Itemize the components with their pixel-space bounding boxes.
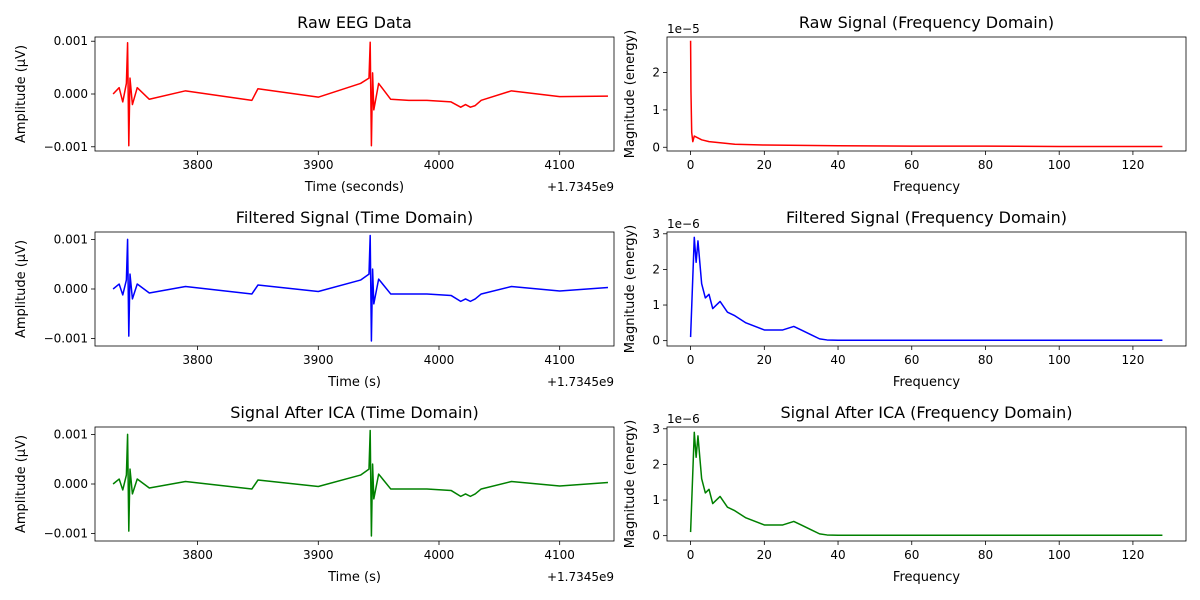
x-tick-label: 3900 (303, 353, 334, 367)
series-line-1 (112, 41, 608, 147)
y-axis-label: Amplitude (µV) (14, 435, 29, 533)
x-tick-label: 40 (830, 548, 845, 562)
subplot-1: 3800 3900 4000 4100 −0.001 0.000 0.001 Raw EEG … (14, 13, 615, 195)
x-tick-label: 80 (978, 353, 993, 367)
x-tick-label: 0 (687, 353, 695, 367)
x-tick-label: 0 (687, 158, 695, 172)
subplot-5: 3800 3900 4000 4100 −0.001 0.000 0.001 Signal A… (14, 403, 615, 585)
x-tick-label: 4100 (544, 158, 575, 172)
y-tick-label: 0.000 (54, 87, 88, 101)
x-axis-label: Time (s) (327, 570, 381, 585)
y-tick-label: −0.001 (44, 332, 88, 346)
series-line-1 (112, 234, 609, 342)
x-axis-label: Frequency (893, 375, 960, 390)
y-axis-label: Magnitude (energy) (623, 30, 638, 158)
y-tick-label: 0.001 (54, 34, 88, 48)
x-tick-label: 100 (1048, 548, 1071, 562)
x-tick-label: 40 (830, 353, 845, 367)
x-offset-label: +1.7345e9 (547, 570, 614, 584)
axes-frame (666, 36, 1187, 152)
y-tick-label: 1 (652, 298, 660, 312)
x-tick-label: 4000 (424, 353, 455, 367)
axes-frame (666, 231, 1187, 347)
x-axis-label: Frequency (893, 180, 960, 195)
x-tick-label: 60 (904, 158, 919, 172)
x-tick-label: 0 (687, 548, 695, 562)
series-line-1 (689, 431, 1163, 537)
y-tick-label: 2 (652, 457, 660, 471)
x-tick-label: 3900 (303, 548, 334, 562)
x-tick-label: 40 (830, 158, 845, 172)
y-tick-label: 0.000 (54, 477, 88, 491)
y-tick-label: 2 (652, 262, 660, 276)
y-tick-label: 2 (652, 66, 660, 80)
x-offset-label: +1.7345e9 (547, 375, 614, 389)
subplot-2: 0 20 40 60 80 100 120 0 1 2 Raw Signal (Frequency … (623, 13, 1187, 195)
x-axis-label: Frequency (893, 570, 960, 585)
axes-frame (666, 426, 1187, 542)
subplot-4: 0 20 40 60 80 100 120 0 1 2 3 Filtered Signal (Freq… (623, 208, 1187, 390)
x-offset-label: +1.7345e9 (547, 180, 614, 194)
y-multiplier-label: 1e−5 (667, 22, 700, 36)
series-line-1 (112, 429, 609, 537)
y-axis-label: Amplitude (µV) (14, 45, 29, 143)
x-tick-label: 80 (978, 158, 993, 172)
x-tick-label: 100 (1048, 353, 1071, 367)
x-tick-label: 120 (1121, 353, 1144, 367)
chart-title: Raw Signal (Frequency Domain) (799, 13, 1054, 32)
x-tick-label: 60 (904, 353, 919, 367)
x-tick-label: 20 (757, 548, 772, 562)
y-tick-label: 0 (652, 334, 660, 348)
chart-title: Signal After ICA (Time Domain) (230, 403, 478, 422)
y-tick-label: 3 (652, 227, 660, 241)
x-tick-label: 3900 (303, 158, 334, 172)
x-tick-label: 4000 (424, 548, 455, 562)
x-tick-label: 80 (978, 548, 993, 562)
x-tick-label: 3800 (182, 548, 213, 562)
x-tick-label: 4000 (424, 158, 455, 172)
subplot-3: 3800 3900 4000 4100 −0.001 0.000 0.001 Filtered… (14, 208, 615, 390)
chart-title: Filtered Signal (Time Domain) (236, 208, 473, 227)
x-tick-label: 4100 (544, 353, 575, 367)
y-tick-label: −0.001 (44, 140, 88, 154)
y-tick-label: −0.001 (44, 527, 88, 541)
x-tick-label: 120 (1121, 158, 1144, 172)
x-tick-label: 4100 (544, 548, 575, 562)
y-axis-label: Amplitude (µV) (14, 240, 29, 338)
y-tick-label: 0.001 (54, 427, 88, 441)
x-tick-label: 20 (757, 158, 772, 172)
x-tick-label: 20 (757, 353, 772, 367)
y-tick-label: 3 (652, 422, 660, 436)
x-tick-label: 100 (1048, 158, 1071, 172)
y-axis-label: Magnitude (energy) (623, 420, 638, 548)
x-tick-label: 3800 (182, 158, 213, 172)
y-tick-label: 0 (652, 529, 660, 543)
subplot-6: 0 20 40 60 80 100 120 0 1 2 3 Signal After ICA (Fre… (623, 403, 1187, 585)
chart-title: Filtered Signal (Frequency Domain) (786, 208, 1067, 227)
series-line-1 (689, 236, 1163, 342)
series-line-1 (689, 40, 1163, 148)
x-axis-label: Time (seconds) (304, 180, 404, 195)
chart-title: Signal After ICA (Frequency Domain) (781, 403, 1073, 422)
y-tick-label: 1 (652, 493, 660, 507)
y-tick-label: 0.001 (54, 232, 88, 246)
x-axis-label: Time (s) (327, 375, 381, 390)
x-tick-label: 3800 (182, 353, 213, 367)
chart-title: Raw EEG Data (297, 13, 412, 32)
y-tick-label: 0 (652, 140, 660, 154)
y-tick-label: 0.000 (54, 282, 88, 296)
y-axis-label: Magnitude (energy) (623, 225, 638, 353)
x-tick-label: 60 (904, 548, 919, 562)
y-multiplier-label: 1e−6 (667, 412, 700, 426)
x-tick-label: 120 (1121, 548, 1144, 562)
y-multiplier-label: 1e−6 (667, 217, 700, 231)
y-tick-label: 1 (652, 103, 660, 117)
